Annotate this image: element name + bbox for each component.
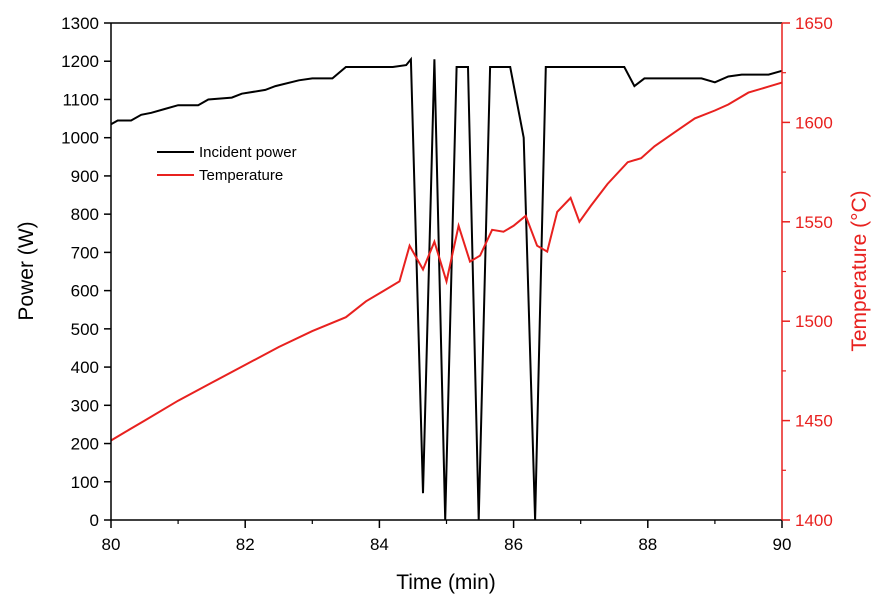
legend: Incident power Temperature bbox=[157, 144, 297, 184]
y-tick-label-400: 400 bbox=[71, 358, 99, 377]
axes-layer bbox=[110, 22, 783, 521]
ticks-layer: 80 82 84 86 88 900100200300400500600700800900… bbox=[61, 14, 833, 554]
x-axis-title: Time (min) bbox=[396, 571, 496, 594]
x-tick-label-88: 88 bbox=[638, 535, 657, 554]
y-tick-label-1100: 1100 bbox=[62, 90, 99, 109]
legend-label-temperature: Temperature bbox=[199, 167, 283, 184]
y-tick-label-900: 900 bbox=[71, 167, 99, 186]
y2-tick-label-1650: 1650 bbox=[795, 14, 833, 33]
y2-tick-label-1450: 1450 bbox=[795, 412, 833, 431]
x-tick-label-90: 90 bbox=[773, 535, 792, 554]
series-line-temperature bbox=[110, 81, 783, 442]
x-tick-label-86: 86 bbox=[504, 535, 523, 554]
y-tick-label-500: 500 bbox=[71, 320, 99, 339]
y-tick-label-700: 700 bbox=[71, 243, 99, 262]
y2-tick-label-1550: 1550 bbox=[795, 213, 833, 232]
y-tick-label-200: 200 bbox=[71, 435, 99, 454]
y2-tick-label-1400: 1400 bbox=[795, 511, 833, 530]
x-tick-label-80: 80 bbox=[102, 535, 121, 554]
y2-tick-label-1600: 1600 bbox=[795, 113, 833, 132]
legend-label-incident-power: Incident power bbox=[199, 144, 297, 161]
y-tick-label-1000: 1000 bbox=[61, 129, 99, 148]
y-axis-left-title: Power (W) bbox=[15, 221, 38, 320]
y-tick-label-1300: 1300 bbox=[61, 14, 99, 33]
y-axis-right-title: Temperature (°C) bbox=[848, 190, 871, 351]
y-tick-label-600: 600 bbox=[71, 282, 99, 301]
y-tick-label-800: 800 bbox=[71, 205, 99, 224]
y-tick-label-300: 300 bbox=[71, 396, 99, 415]
y-tick-label-1200: 1200 bbox=[61, 52, 99, 71]
x-tick-label-82: 82 bbox=[236, 535, 255, 554]
y2-tick-label-1500: 1500 bbox=[795, 312, 833, 331]
y-tick-label-0: 0 bbox=[90, 511, 99, 530]
y-tick-label-100: 100 bbox=[71, 473, 99, 492]
x-tick-label-84: 84 bbox=[370, 535, 389, 554]
